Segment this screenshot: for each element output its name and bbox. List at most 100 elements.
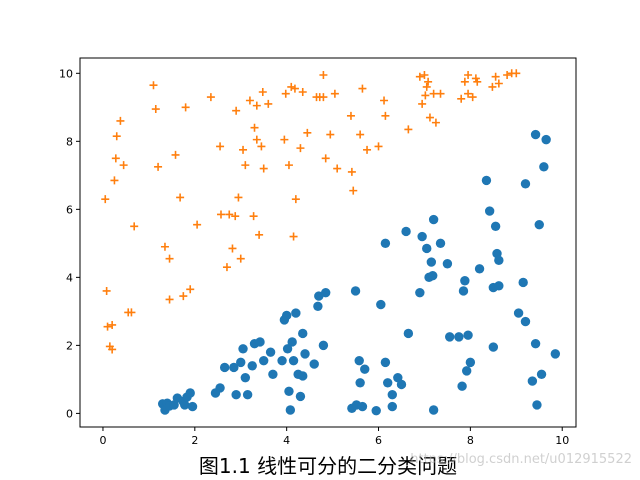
circle-marker-point xyxy=(298,371,308,381)
plus-marker-point xyxy=(303,128,312,137)
circle-marker-point xyxy=(380,238,391,249)
x-tick-label: 2 xyxy=(191,434,198,447)
plus-marker-point xyxy=(179,292,188,301)
plus-marker-point xyxy=(127,308,136,317)
plus-marker-point xyxy=(110,176,119,185)
circle-marker-point xyxy=(288,355,299,366)
plot-frame xyxy=(79,57,577,428)
plus-marker-point xyxy=(464,89,473,98)
plus-marker-point xyxy=(418,99,427,108)
circle-marker-point xyxy=(185,388,195,398)
plus-marker-point xyxy=(420,71,429,80)
plus-marker-point xyxy=(381,111,390,120)
plus-marker-point xyxy=(363,145,372,154)
plus-marker-point xyxy=(116,116,125,125)
plus-marker-point xyxy=(512,69,521,78)
plus-marker-point xyxy=(422,82,431,91)
circle-marker-point xyxy=(426,257,437,267)
circle-marker-point xyxy=(474,264,485,274)
circle-marker-point xyxy=(494,255,504,266)
circle-marker-point xyxy=(401,226,411,237)
plus-marker-point xyxy=(326,130,335,139)
circle-marker-point xyxy=(313,301,323,311)
circle-marker-point xyxy=(376,299,386,310)
plus-marker-point xyxy=(280,135,289,144)
plus-marker-point xyxy=(473,77,482,86)
y-tick-label: 10 xyxy=(59,67,73,80)
circle-marker-point xyxy=(457,381,467,391)
series-layer xyxy=(101,69,561,416)
circle-marker-point xyxy=(520,179,531,189)
circle-marker-point xyxy=(463,330,473,340)
plus-marker-point xyxy=(494,79,503,88)
circle-marker-point xyxy=(265,347,276,357)
circle-marker-point xyxy=(387,389,397,400)
plus-marker-point xyxy=(380,96,389,105)
plus-marker-point xyxy=(468,93,477,102)
circle-marker-point xyxy=(490,221,501,232)
circle-marker-point xyxy=(417,231,427,242)
circle-marker-point xyxy=(285,405,296,415)
y-tick-label: 8 xyxy=(66,135,73,148)
plus-marker-point xyxy=(130,222,139,231)
x-tick-label: 6 xyxy=(375,434,382,447)
plus-marker-point xyxy=(165,254,174,263)
plus-marker-point xyxy=(296,144,305,153)
plus-marker-point xyxy=(460,77,469,86)
x-tick-label: 4 xyxy=(283,434,290,447)
circle-marker-point xyxy=(236,357,246,368)
x-tick-label: 10 xyxy=(555,434,569,447)
plus-marker-point xyxy=(216,142,225,151)
circle-marker-point xyxy=(219,362,230,373)
circle-marker-point xyxy=(422,243,432,254)
y-tick-label: 2 xyxy=(66,339,73,352)
circle-marker-point xyxy=(355,378,365,388)
circle-marker-point xyxy=(428,270,438,281)
plus-marker-point xyxy=(234,193,243,202)
circle-marker-point xyxy=(268,369,278,379)
plus-marker-point xyxy=(347,167,356,176)
circle-marker-point xyxy=(387,401,397,412)
plus-marker-point xyxy=(424,77,433,86)
circle-marker-point xyxy=(380,357,391,368)
plus-marker-point xyxy=(231,212,240,221)
circle-marker-point xyxy=(481,175,492,186)
plus-marker-point xyxy=(291,195,300,204)
plus-marker-point xyxy=(356,130,365,139)
axis-layer: 0 2 4 6 8 10 0 2 4 6 8 10 xyxy=(59,67,569,447)
circle-marker-point xyxy=(534,219,544,230)
circle-marker-point xyxy=(428,405,439,415)
circle-marker-point xyxy=(255,337,265,347)
plus-marker-point xyxy=(321,154,330,163)
x-tick-label: 8 xyxy=(467,434,474,447)
circle-marker-point xyxy=(309,359,319,369)
y-tick-label: 6 xyxy=(66,203,73,216)
plus-marker-point xyxy=(289,232,298,241)
circle-marker-point xyxy=(240,372,251,383)
plus-marker-point xyxy=(257,142,266,151)
plus-marker-point xyxy=(206,93,215,102)
circle-marker-point xyxy=(532,400,542,410)
plus-marker-point xyxy=(429,89,438,98)
plus-marker-point xyxy=(176,193,185,202)
plus-marker-point xyxy=(298,88,307,97)
circle-marker-point xyxy=(242,389,253,400)
circle-marker-point xyxy=(291,308,301,318)
circle-marker-point xyxy=(215,383,225,393)
circle-marker-point xyxy=(454,332,464,342)
plus-marker-point xyxy=(457,94,466,103)
y-tick-label: 4 xyxy=(66,271,73,284)
watermark-text: https://blog.csdn.net/u012915522 xyxy=(410,452,632,467)
circle-marker-point xyxy=(442,259,453,269)
circle-marker-point xyxy=(494,281,504,291)
plus-marker-point xyxy=(241,161,250,170)
plus-marker-point xyxy=(236,254,245,263)
circle-marker-point xyxy=(231,389,241,400)
plus-marker-point xyxy=(165,295,174,304)
plus-marker-point xyxy=(111,154,120,163)
circle-marker-point xyxy=(530,129,541,140)
plus-marker-point xyxy=(193,220,202,229)
plus-marker-point xyxy=(421,91,430,100)
circle-marker-point xyxy=(284,386,294,396)
plus-marker-point xyxy=(258,88,267,97)
